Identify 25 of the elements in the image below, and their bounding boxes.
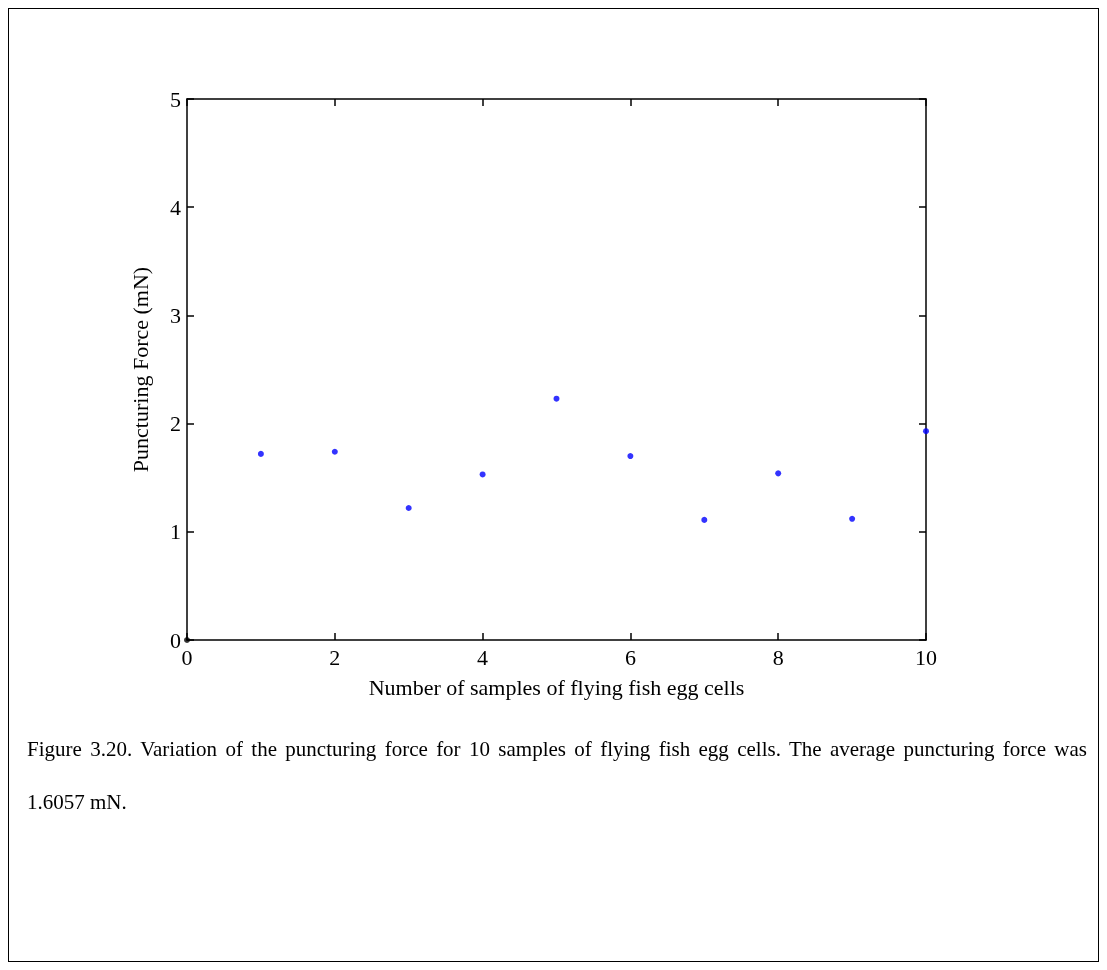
x-tick-label: 2 — [329, 644, 341, 670]
x-tick-label: 8 — [772, 644, 784, 670]
point — [184, 637, 190, 643]
point — [849, 515, 856, 522]
y-tick-label: 2 — [170, 411, 181, 437]
text: Figure 3.20. Variation of the puncturing force for 10 samples of flying fish egg cells. The average puncturing force was 1.6057 mN. — [27, 737, 1087, 814]
point — [553, 395, 560, 402]
y-tick-label: 3 — [170, 302, 181, 328]
point — [923, 428, 929, 435]
x-tick-label: 4 — [477, 644, 489, 670]
point — [257, 450, 264, 457]
point — [701, 516, 708, 523]
point — [627, 453, 634, 460]
y-tick-label: 0 — [170, 627, 181, 653]
x-tick-label: 10 — [915, 644, 937, 670]
point — [331, 448, 338, 455]
point — [479, 471, 486, 478]
point — [405, 505, 412, 511]
x-axis-title: Number of samples of flying fish egg cells — [368, 674, 745, 700]
y-tick-label: 4 — [170, 194, 181, 220]
y-tick-label: 1 — [170, 519, 181, 545]
x-tick-label: 6 — [624, 644, 636, 670]
y-tick-label: 5 — [170, 86, 181, 112]
y-axis-title: Puncturing Force (mN) — [127, 266, 153, 473]
point — [775, 470, 782, 477]
